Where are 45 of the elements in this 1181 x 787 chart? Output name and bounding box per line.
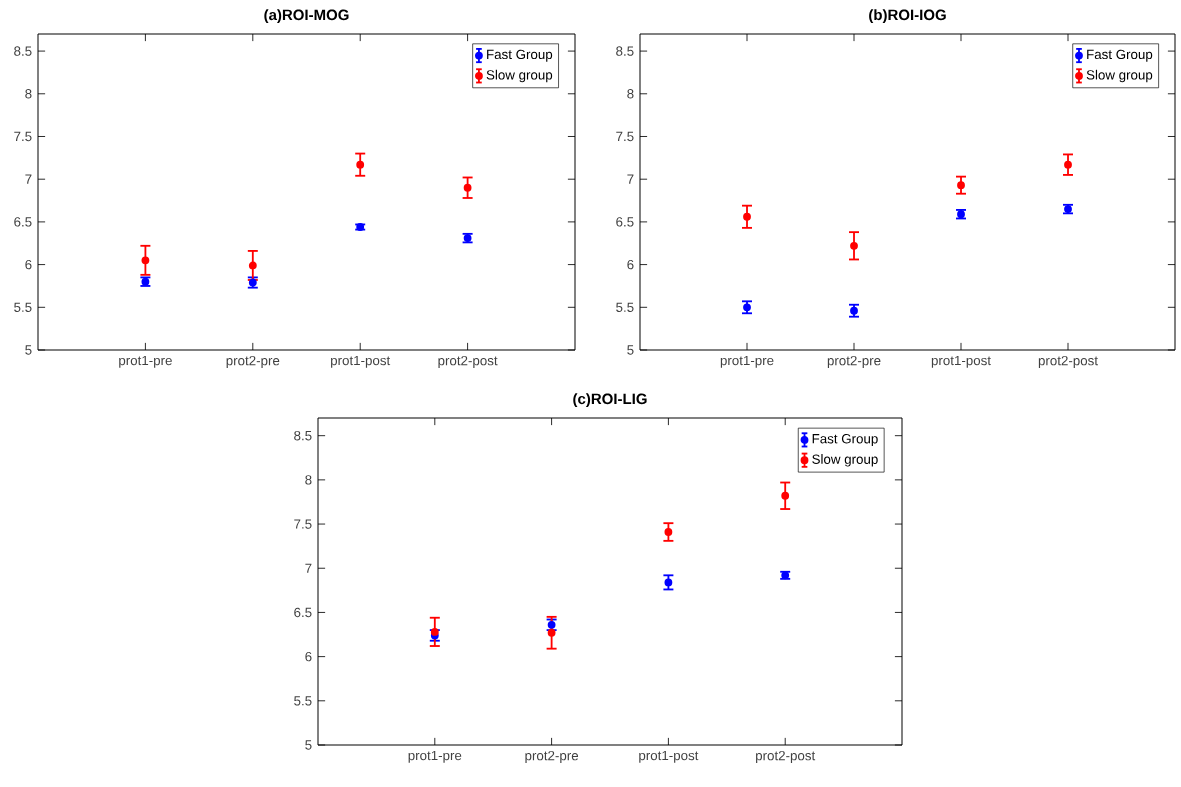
x-tick-label: prot1-pre: [119, 355, 172, 368]
x-tick-label: prot2-pre: [827, 355, 881, 368]
legend-label: Slow group: [486, 69, 553, 83]
y-tick-label: 7.5: [14, 131, 32, 142]
x-tick-label: prot1-pre: [408, 750, 462, 763]
y-tick-label: 7.5: [294, 519, 312, 529]
y-tick-label: 8: [627, 89, 634, 99]
x-tick-label: prot1-post: [931, 355, 991, 368]
y-tick-label: 8: [25, 89, 32, 99]
y-tick-label: 5: [305, 740, 312, 750]
y-tick-label: 5.5: [616, 302, 634, 312]
y-tick-label: 6.5: [616, 217, 634, 227]
y-tick-label: 5: [25, 345, 32, 355]
x-tick-label: prot2-post: [756, 750, 816, 763]
x-tick-label: prot2-post: [1038, 355, 1098, 368]
y-tick-label: 8.5: [616, 46, 634, 56]
y-tick-label: 5: [627, 345, 634, 355]
chart-title: (b)ROI-IOG: [869, 9, 946, 24]
y-tick-label: 6: [627, 259, 634, 270]
legend-label: Fast Group: [1087, 49, 1153, 62]
x-tick-label: prot1-post: [331, 355, 391, 368]
chart-title: (a)ROI-MOG: [264, 9, 349, 24]
x-tick-label: prot1-post: [639, 750, 699, 763]
x-tick-label: prot2-post: [438, 355, 498, 368]
y-tick-label: 5.5: [294, 696, 312, 706]
y-tick-label: 8.5: [294, 430, 312, 441]
y-tick-label: 7: [627, 174, 634, 184]
x-tick-label: prot2-pre: [226, 355, 280, 368]
legend-label: Fast Group: [812, 433, 878, 447]
y-tick-label: 6.5: [14, 217, 32, 227]
y-tick-label: 8: [305, 475, 312, 485]
y-tick-label: 7: [305, 563, 312, 573]
y-tick-label: 5.5: [14, 302, 32, 312]
legend-label: Fast Group: [487, 49, 553, 62]
chart-title: (c)ROI-LIG: [573, 393, 647, 408]
y-tick-label: 6: [305, 651, 312, 662]
y-tick-label: 8.5: [14, 46, 32, 56]
y-tick-label: 6: [25, 259, 32, 270]
legend-label: Slow group: [812, 454, 878, 467]
legend-label: Slow group: [1086, 69, 1153, 83]
y-tick-label: 6.5: [294, 607, 312, 618]
x-tick-label: prot2-pre: [525, 750, 579, 763]
y-tick-label: 7: [25, 174, 32, 184]
x-tick-label: prot1-pre: [720, 355, 774, 368]
y-tick-label: 7.5: [616, 131, 634, 142]
